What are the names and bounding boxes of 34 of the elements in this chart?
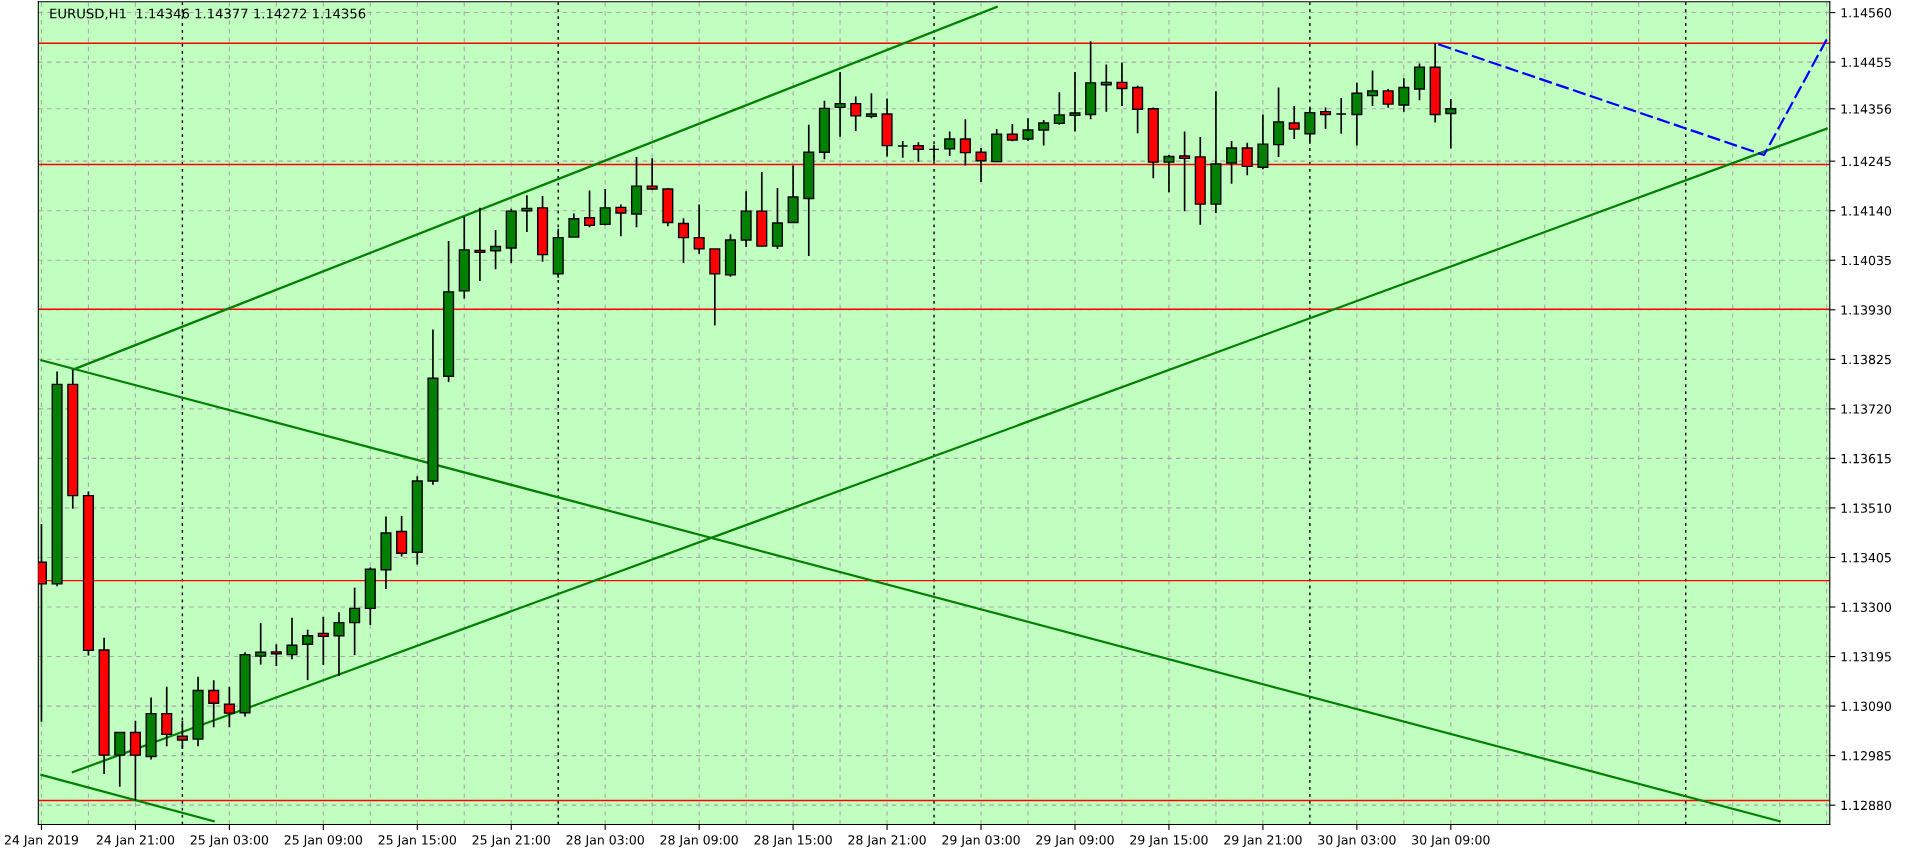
x-tick-label: 28 Jan 21:00 — [848, 835, 926, 847]
y-tick-label: 1.14245 — [1841, 156, 1891, 167]
y-tick-label: 1.13825 — [1841, 354, 1891, 365]
y-tick-label: 1.14356 — [1841, 104, 1892, 114]
x-tick-label: 30 Jan 09:00 — [1412, 835, 1490, 847]
x-tick-label: 25 Jan 15:00 — [378, 835, 457, 847]
y-tick-label: 1.12880 — [1841, 800, 1892, 811]
y-tick-label: 1.14140 — [1841, 206, 1892, 216]
x-tick-label: 29 Jan 03:00 — [942, 835, 1020, 847]
y-tick-label: 1.14560 — [1841, 8, 1892, 18]
y-tick-label: 1.14455 — [1841, 57, 1891, 68]
x-tick-label: 24 Jan 2019 — [4, 835, 79, 847]
x-tick-label: 28 Jan 15:00 — [754, 835, 832, 847]
y-tick-label: 1.13405 — [1841, 552, 1891, 563]
y-tick-label: 1.14035 — [1841, 255, 1891, 266]
y-tick-label: 1.13615 — [1841, 453, 1891, 464]
x-tick-label: 24 Jan 21:00 — [96, 835, 175, 847]
y-tick-label: 1.13195 — [1841, 652, 1891, 662]
chart-title: EURUSD,H1 1.14346 1.14377 1.14272 1.14356 — [50, 8, 366, 20]
y-tick-label: 1.12985 — [1841, 751, 1891, 761]
y-tick-label: 1.13510 — [1841, 503, 1892, 513]
x-tick-label: 28 Jan 09:00 — [660, 835, 738, 847]
y-tick-label: 1.13720 — [1841, 404, 1892, 414]
x-tick-label: 25 Jan 09:00 — [284, 835, 363, 847]
x-tick-label: 25 Jan 21:00 — [472, 835, 550, 847]
x-tick-label: 25 Jan 03:00 — [190, 835, 269, 847]
x-tick-label: 29 Jan 15:00 — [1130, 835, 1208, 847]
y-tick-label: 1.13300 — [1841, 602, 1892, 612]
y-tick-label: 1.13090 — [1841, 701, 1892, 712]
y-tick-label: 1.13930 — [1841, 305, 1892, 315]
x-tick-label: 29 Jan 09:00 — [1036, 835, 1114, 847]
x-tick-label: 28 Jan 03:00 — [566, 835, 644, 847]
x-tick-label: 30 Jan 03:00 — [1318, 835, 1396, 847]
x-tick-label: 29 Jan 21:00 — [1224, 835, 1302, 847]
